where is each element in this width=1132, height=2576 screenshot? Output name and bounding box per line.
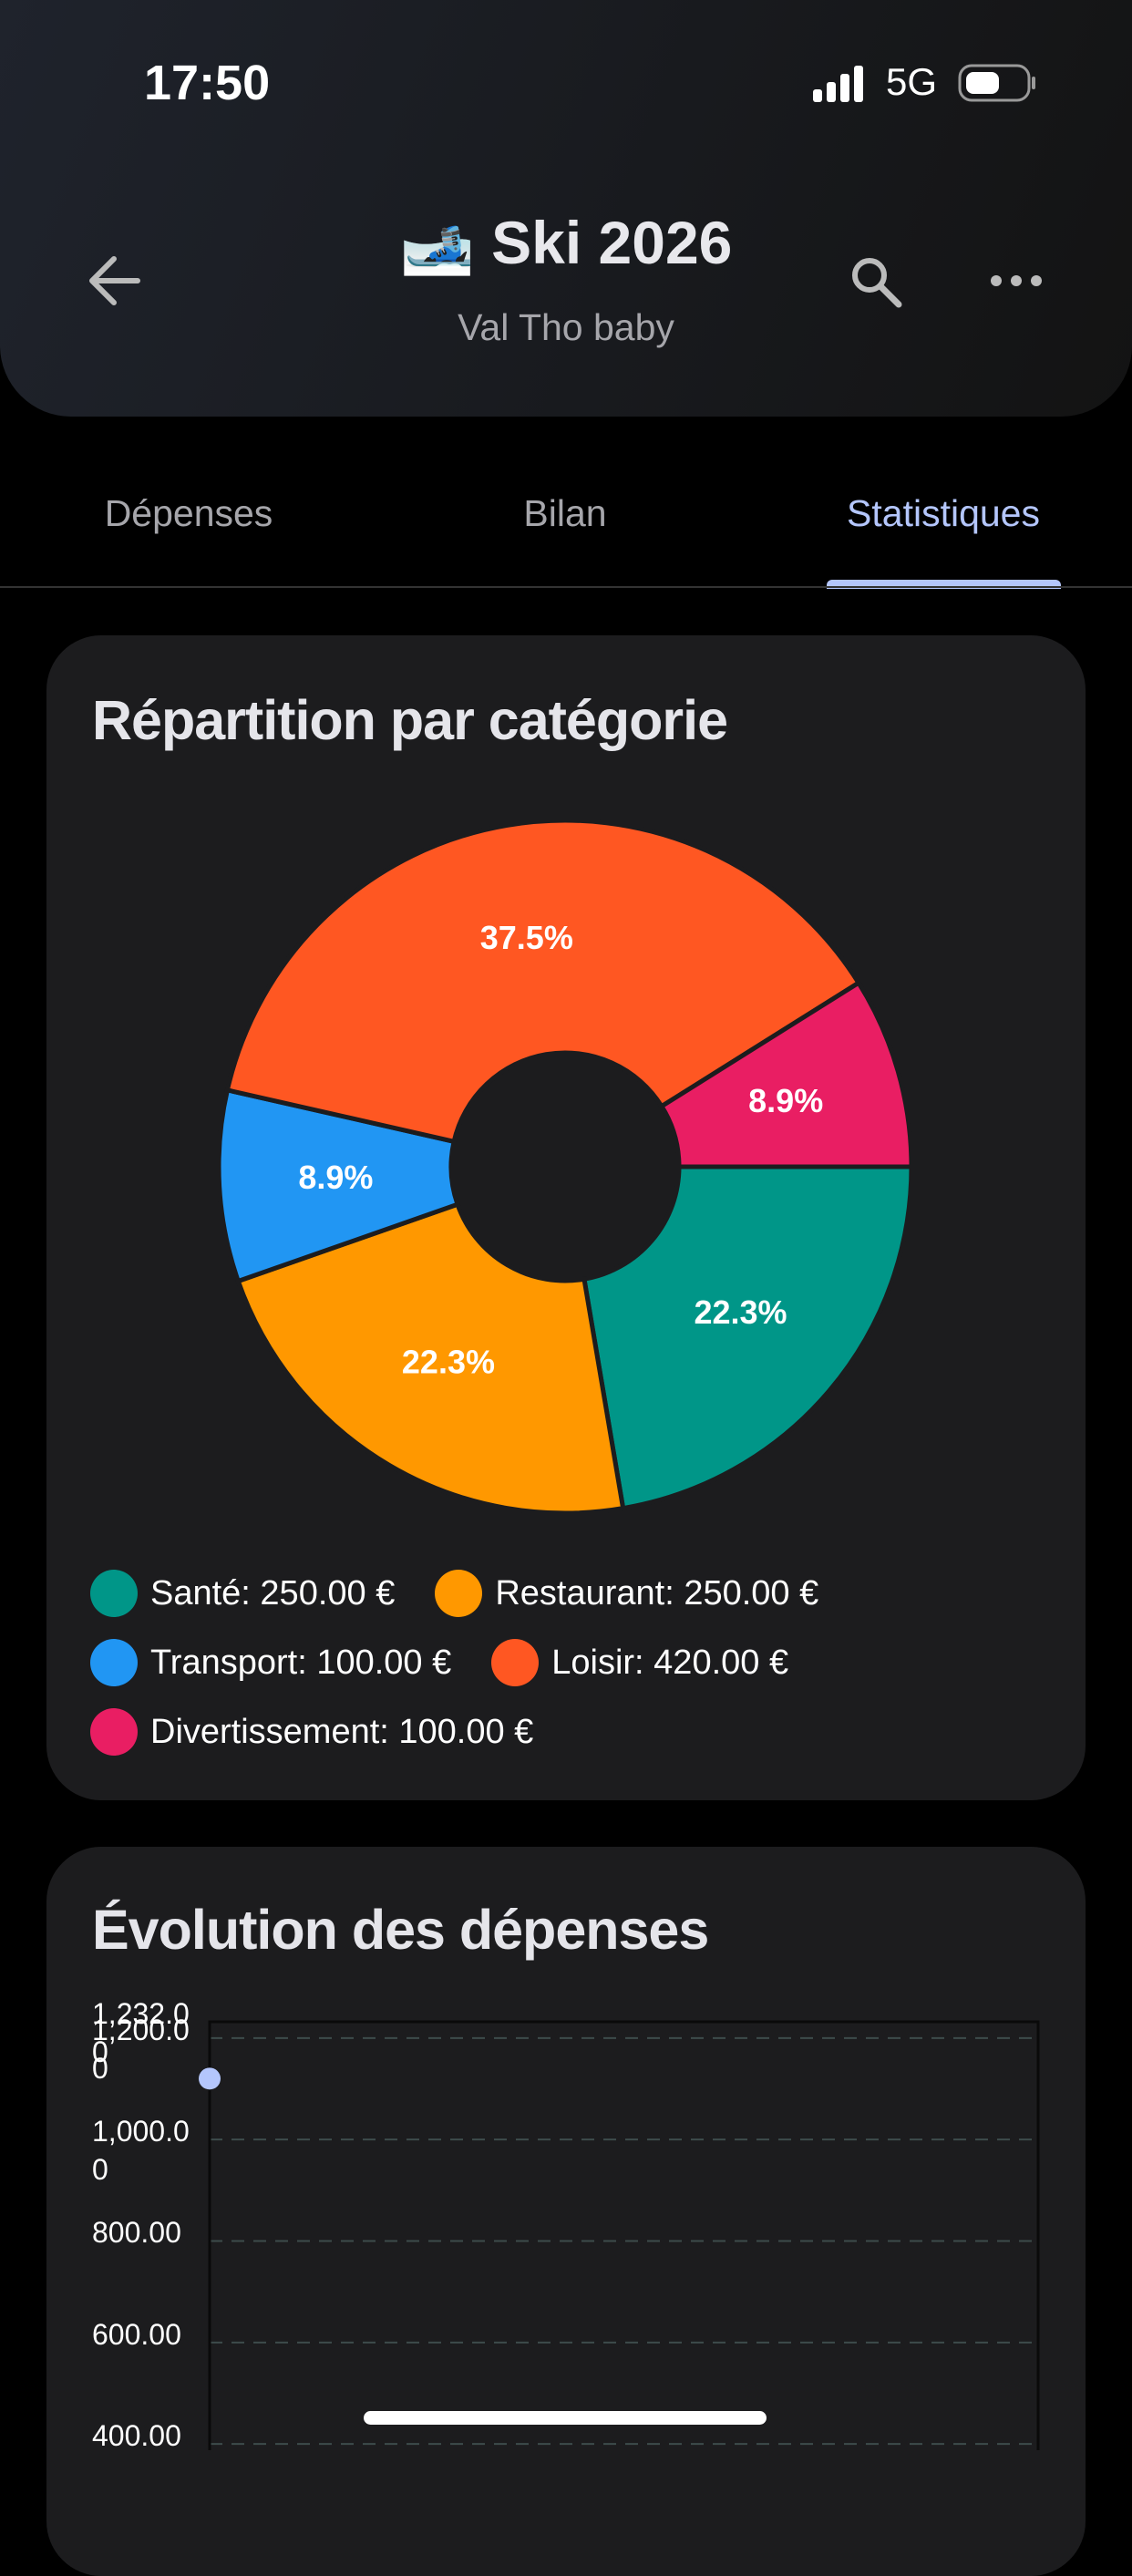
trip-title: 🎿 Ski 2026	[399, 209, 733, 276]
slice-label: 37.5%	[480, 919, 573, 956]
more-button[interactable]	[989, 269, 1044, 293]
y-tick-label: 1,232.00	[92, 1997, 190, 2068]
slice-label: 22.3%	[402, 1344, 495, 1381]
y-tick-label: 600.00	[92, 2317, 181, 2351]
tab[interactable]: Dépenses	[104, 492, 273, 534]
legend-label: Loisir: 420.00 €	[551, 1643, 789, 1682]
legend-item: Divertissement: 100.00 €	[90, 1708, 533, 1756]
data-point	[199, 2067, 221, 2090]
legend-label: Transport: 100.00 €	[150, 1643, 452, 1682]
pie-slice	[216, 1087, 461, 1284]
tab-indicator	[827, 580, 1061, 589]
y-tick-label: 800.00	[92, 2216, 181, 2250]
back-button[interactable]	[87, 255, 141, 306]
pie-chart: 22.3% 22.3% 8.9% 37.5% 8.9%	[216, 818, 914, 1516]
slice-label: 8.9%	[748, 1082, 823, 1119]
pie-slice	[235, 1201, 626, 1516]
legend-label: Restaurant: 250.00 €	[495, 1573, 819, 1613]
home-indicator	[364, 2411, 767, 2425]
legend-swatch	[90, 1570, 138, 1617]
tab-divider	[0, 586, 1132, 588]
legend-item: Transport: 100.00 €	[90, 1639, 451, 1686]
pie-slice	[658, 979, 914, 1170]
legend-label: Santé: 250.00 €	[150, 1573, 396, 1613]
header	[0, 0, 1132, 417]
pie-slice	[224, 818, 862, 1145]
tab[interactable]: Statistiques	[847, 492, 1040, 534]
network-label: 5G	[886, 60, 938, 103]
legend-swatch	[90, 1708, 138, 1756]
pie-slice	[581, 1164, 914, 1511]
legend-swatch	[90, 1639, 138, 1686]
chart-title: Évolution des dépenses	[92, 1899, 709, 1961]
slice-label: 22.3%	[694, 1293, 787, 1331]
legend-item: Restaurant: 250.00 €	[435, 1570, 818, 1617]
status-time: 17:50	[144, 56, 271, 110]
legend: Santé: 250.00 € Restaurant: 250.00 € Trans…	[90, 1570, 1075, 1756]
status-icons	[813, 64, 1035, 102]
legend-label: Divertissement: 100.00 €	[150, 1712, 534, 1751]
tab[interactable]: Bilan	[523, 492, 607, 534]
y-tick-label: 1,000.00	[92, 2115, 190, 2187]
search-button[interactable]	[848, 253, 906, 312]
legend-swatch	[491, 1639, 540, 1686]
legend-item: Santé: 250.00 €	[90, 1570, 395, 1617]
legend-swatch	[435, 1570, 483, 1617]
plot-frame	[208, 2020, 1040, 2450]
line-chart	[199, 2020, 1040, 2450]
trip-subtitle: Val Tho baby	[458, 306, 674, 348]
legend-item: Loisir: 420.00 €	[491, 1639, 788, 1686]
slice-label: 8.9%	[298, 1159, 373, 1196]
y-tick-label: 1,200.00	[92, 2013, 190, 2085]
chart-title: Répartition par catégorie	[92, 689, 728, 751]
y-tick-label: 400.00	[92, 2419, 181, 2453]
